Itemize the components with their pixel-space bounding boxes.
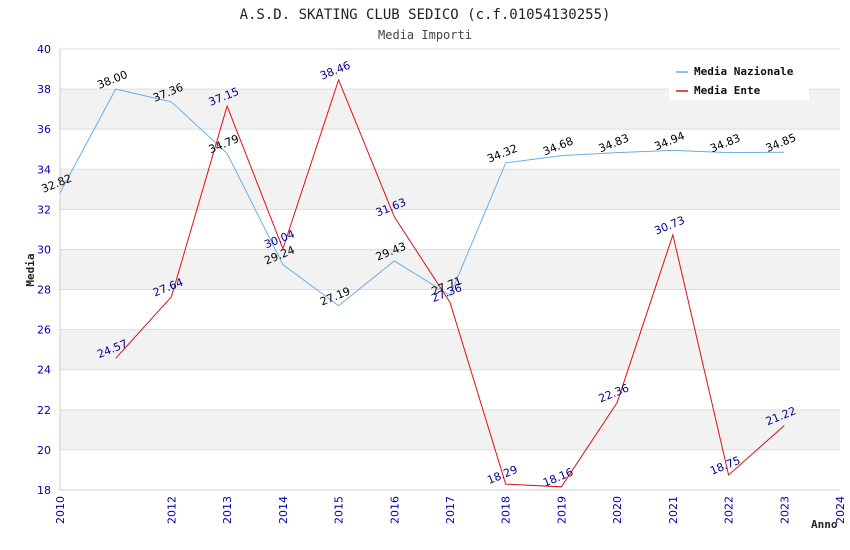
data-label: 18.29 (485, 463, 519, 487)
y-tick-label: 28 (37, 284, 51, 297)
series-line-media-nazionale (59, 88, 785, 307)
data-label: 22.36 (597, 381, 631, 405)
data-label: 30.73 (653, 214, 687, 238)
legend-entry-media-ente: Media Ente (694, 84, 761, 97)
x-tick-label: 2020 (611, 496, 624, 524)
x-tick-label: 2016 (388, 496, 401, 524)
legend: Media Nazionale Media Ente (669, 60, 809, 100)
y-tick-label: 20 (37, 444, 51, 457)
data-label: 18.75 (708, 454, 742, 478)
data-label: 18.16 (541, 466, 575, 490)
data-label: 38.00 (95, 68, 129, 92)
data-label: 34.79 (207, 132, 241, 156)
y-tick-label: 34 (37, 163, 51, 176)
series-lines (59, 78, 785, 488)
x-tick-label: 2013 (221, 496, 234, 524)
x-tick-label: 2024 (834, 496, 847, 524)
chart-subtitle: Media Importi (378, 28, 472, 42)
x-tick-label: 2015 (333, 496, 346, 524)
x-tick-label: 2012 (165, 496, 178, 524)
grid-band (60, 249, 840, 290)
y-tick-label: 40 (37, 43, 51, 56)
x-axis-label: Anno (811, 518, 838, 531)
y-tick-labels: 18 20 22 24 26 28 30 32 34 36 38 40 (37, 43, 51, 497)
x-tick-label: 2022 (723, 496, 736, 524)
x-tick-label: 2023 (778, 496, 791, 524)
y-tick-label: 36 (37, 123, 51, 136)
y-tick-label: 32 (37, 203, 51, 216)
grid-band (60, 169, 840, 210)
grid-band (60, 409, 840, 450)
y-tick-label: 18 (37, 484, 51, 497)
x-tick-labels: 2010 2012 2013 2014 2015 2016 2017 2018 2019 2020… (54, 496, 847, 524)
data-label: 38.46 (318, 59, 352, 83)
data-label: 34.83 (597, 131, 631, 155)
y-axis-label: Media (24, 253, 37, 286)
series-line-media-ente (115, 78, 785, 488)
axes (59, 49, 840, 491)
legend-entry-media-nazionale: Media Nazionale (694, 65, 794, 78)
y-tick-label: 30 (37, 243, 51, 256)
grid-lines (60, 48, 840, 491)
grid-band (60, 329, 840, 370)
y-tick-label: 26 (37, 324, 51, 337)
data-label: 34.94 (653, 129, 687, 153)
x-tick-label: 2014 (277, 496, 290, 524)
chart-title: A.S.D. SKATING CLUB SEDICO (c.f.01054130… (240, 7, 611, 23)
x-tick-label: 2019 (555, 496, 568, 524)
y-tick-label: 22 (37, 404, 51, 417)
legend-box (669, 60, 809, 100)
data-label: 34.85 (764, 131, 798, 155)
x-tick-label: 2018 (500, 496, 513, 524)
x-tick-label: 2010 (54, 496, 67, 524)
y-tick-label: 24 (37, 364, 51, 377)
x-tick-label: 2017 (444, 496, 457, 524)
y-tick-label: 38 (37, 83, 51, 96)
x-tick-label: 2021 (667, 496, 680, 524)
data-label: 34.83 (708, 131, 742, 155)
grid-bands (60, 89, 840, 450)
